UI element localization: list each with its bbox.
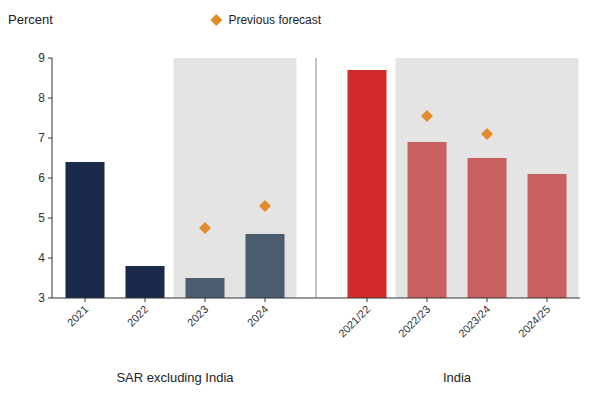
- x-tick: [427, 298, 428, 302]
- x-tick: [205, 298, 206, 302]
- marker: [421, 110, 433, 122]
- y-tick: [48, 298, 52, 299]
- x-tick-label: 2021: [65, 303, 91, 329]
- forecast-band: [396, 58, 579, 298]
- bar: [348, 70, 387, 298]
- x-tick-label: 2021/22: [336, 303, 373, 340]
- x-tick-label: 2022: [125, 303, 151, 329]
- marker: [199, 222, 211, 234]
- chart: 3 4 5 6 7 8 9 2021 2022 2023 2024 2021/22 2022/23 202…: [0, 0, 596, 416]
- y-tick-label: 3: [38, 291, 45, 305]
- y-tick-label: 6: [38, 171, 45, 185]
- y-tick-label: 5: [38, 211, 45, 225]
- legend: Previous forecast: [210, 13, 321, 27]
- x-tick-label: 2024/25: [516, 303, 553, 340]
- x-tick: [85, 298, 86, 302]
- bar: [468, 158, 507, 298]
- y-tick-label: 9: [38, 51, 45, 65]
- x-tick-label: 2023/24: [456, 303, 493, 340]
- y-tick: [48, 98, 52, 99]
- x-tick: [367, 298, 368, 302]
- y-tick: [48, 58, 52, 59]
- group-label: India: [443, 370, 472, 385]
- y-tick: [48, 218, 52, 219]
- y-tick: [48, 138, 52, 139]
- y-tick: [48, 178, 52, 179]
- y-tick-label: 4: [38, 251, 45, 265]
- x-axis-line: [52, 298, 580, 299]
- bar: [408, 142, 447, 298]
- y-tick-label: 8: [38, 91, 45, 105]
- bar: [66, 162, 105, 298]
- x-tick-label: 2022/23: [396, 303, 433, 340]
- bar: [246, 234, 285, 298]
- legend-marker: [210, 14, 222, 26]
- group-divider: [316, 58, 317, 298]
- x-tick-label: 2023: [185, 303, 211, 329]
- y-tick-label: 7: [38, 131, 45, 145]
- bar: [528, 174, 567, 298]
- x-tick-label: 2024: [245, 303, 271, 329]
- y-tick: [48, 258, 52, 259]
- y-axis-label: Percent: [8, 12, 53, 27]
- plot-area: [66, 58, 579, 298]
- x-tick: [265, 298, 266, 302]
- bar: [186, 278, 225, 298]
- legend-label: Previous forecast: [228, 13, 321, 27]
- axes: 3 4 5 6 7 8 9 2021 2022 2023 2024 2021/22 2022/23 202…: [38, 51, 580, 340]
- marker: [481, 128, 493, 140]
- x-tick: [547, 298, 548, 302]
- forecast-band: [174, 58, 297, 298]
- bar: [126, 266, 165, 298]
- group-label: SAR excluding India: [116, 370, 234, 385]
- marker: [259, 200, 271, 212]
- x-tick: [145, 298, 146, 302]
- x-tick: [487, 298, 488, 302]
